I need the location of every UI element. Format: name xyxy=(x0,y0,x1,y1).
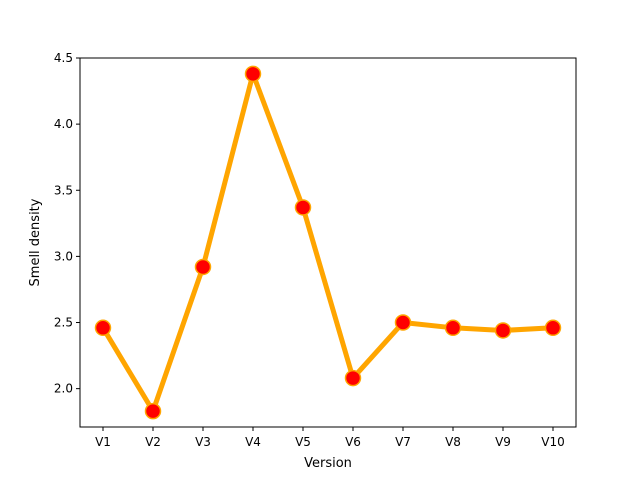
x-axis-label: Version xyxy=(304,456,352,471)
data-point-marker xyxy=(394,314,412,331)
data-point-marker xyxy=(244,65,262,83)
y-axis-label: Smell density xyxy=(28,198,43,286)
data-point-marker xyxy=(144,402,162,420)
x-tick-label: V5 xyxy=(295,435,311,449)
x-tick-label: V8 xyxy=(445,435,461,449)
x-tick-label: V6 xyxy=(345,435,361,449)
data-point-marker xyxy=(94,319,112,337)
x-tick-label: V7 xyxy=(395,435,411,449)
data-point-marker xyxy=(294,199,312,216)
data-point-marker xyxy=(494,322,512,339)
plot-area-frame xyxy=(79,57,577,428)
data-point-marker xyxy=(194,258,212,276)
y-tick-label: 4.5 xyxy=(54,51,73,65)
x-tick-label: V9 xyxy=(495,435,511,449)
x-tick-label: V1 xyxy=(95,435,111,449)
x-tick-label: V4 xyxy=(245,435,261,449)
y-tick-label: 2.5 xyxy=(54,316,73,330)
data-point-marker xyxy=(544,319,562,337)
series-layer xyxy=(94,65,562,420)
x-tick-label: V10 xyxy=(541,435,564,449)
data-point-marker xyxy=(344,369,362,387)
y-tick-label: 3.0 xyxy=(54,249,73,263)
data-point-marker xyxy=(444,319,462,337)
x-tick-label: V2 xyxy=(145,435,161,449)
y-tick-label: 2.0 xyxy=(54,382,73,396)
y-axis-ticks: 2.0 2.5 3.0 3.5 4.0 4.5 xyxy=(54,51,80,396)
x-tick-label: V3 xyxy=(195,435,211,449)
series-line xyxy=(100,71,556,414)
x-axis-ticks: V1 V2 V3 V4 V5 V6 V7 V8 V9 V10 xyxy=(95,427,565,449)
y-tick-label: 3.5 xyxy=(54,183,73,197)
y-tick-label: 4.0 xyxy=(54,117,73,131)
